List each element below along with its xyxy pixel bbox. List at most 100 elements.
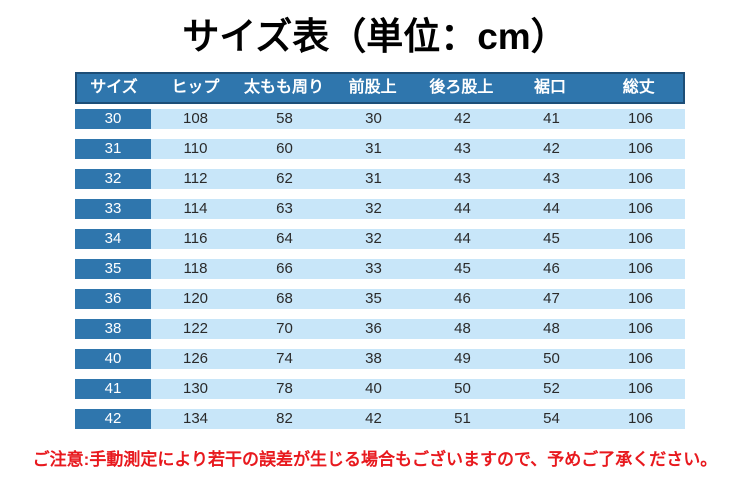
table-row: 42 134 82 42 51 54 106 xyxy=(75,409,685,429)
value-cell: 51 xyxy=(418,409,507,429)
value-cell: 52 xyxy=(507,379,596,399)
value-cell: 66 xyxy=(240,259,329,279)
value-cell: 62 xyxy=(240,169,329,189)
column-header: ヒップ xyxy=(171,79,220,96)
table-row: 34 116 64 32 44 45 106 xyxy=(75,229,685,249)
value-cell: 106 xyxy=(596,409,685,429)
column-header: 太もも周り xyxy=(244,79,325,96)
value-cell: 106 xyxy=(596,229,685,249)
column-header: 後ろ股上 xyxy=(429,79,494,96)
value-cell: 41 xyxy=(507,109,596,129)
value-cell: 42 xyxy=(507,139,596,159)
value-cell: 43 xyxy=(418,169,507,189)
size-cell: 36 xyxy=(75,289,151,309)
table-body: 30 108 58 30 42 41 106 31 110 60 31 43 42 106 32 112 62 3… xyxy=(75,109,685,429)
size-cell: 34 xyxy=(75,229,151,249)
value-cell: 32 xyxy=(329,229,418,249)
table-row: 40 126 74 38 49 50 106 xyxy=(75,349,685,369)
value-cell: 33 xyxy=(329,259,418,279)
value-cell: 122 xyxy=(151,319,240,339)
value-cell: 106 xyxy=(596,319,685,339)
value-cell: 44 xyxy=(418,199,507,219)
value-cell: 120 xyxy=(151,289,240,309)
value-cell: 43 xyxy=(507,169,596,189)
value-cell: 112 xyxy=(151,169,240,189)
column-header: 裾口 xyxy=(534,79,567,96)
value-cell: 48 xyxy=(507,319,596,339)
value-cell: 58 xyxy=(240,109,329,129)
value-cell: 108 xyxy=(151,109,240,129)
value-cell: 48 xyxy=(418,319,507,339)
value-cell: 110 xyxy=(151,139,240,159)
value-cell: 64 xyxy=(240,229,329,249)
value-cell: 74 xyxy=(240,349,329,369)
value-cell: 106 xyxy=(596,349,685,369)
value-cell: 134 xyxy=(151,409,240,429)
measurement-note: ご注意:手動測定により若干の誤差が生じる場合もございますので、予めご了承ください… xyxy=(32,450,718,469)
table-row: 35 118 66 33 45 46 106 xyxy=(75,259,685,279)
size-cell: 42 xyxy=(75,409,151,429)
value-cell: 106 xyxy=(596,169,685,189)
value-cell: 31 xyxy=(329,139,418,159)
value-cell: 40 xyxy=(329,379,418,399)
header-row: サイズ ヒップ 太もも周り 前股上 後ろ股上 裾口 総丈 xyxy=(75,72,685,104)
value-cell: 49 xyxy=(418,349,507,369)
value-cell: 63 xyxy=(240,199,329,219)
size-cell: 33 xyxy=(75,199,151,219)
value-cell: 78 xyxy=(240,379,329,399)
value-cell: 60 xyxy=(240,139,329,159)
table-row: 36 120 68 35 46 47 106 xyxy=(75,289,685,309)
value-cell: 31 xyxy=(329,169,418,189)
column-header: サイズ xyxy=(90,79,138,96)
page-title: サイズ表（単位：cm） xyxy=(182,16,568,57)
value-cell: 38 xyxy=(329,349,418,369)
value-cell: 82 xyxy=(240,409,329,429)
table-row: 38 122 70 36 48 48 106 xyxy=(75,319,685,339)
value-cell: 32 xyxy=(329,199,418,219)
value-cell: 106 xyxy=(596,259,685,279)
value-cell: 106 xyxy=(596,199,685,219)
table-row: 33 114 63 32 44 44 106 xyxy=(75,199,685,219)
value-cell: 46 xyxy=(418,289,507,309)
column-header: 総丈 xyxy=(622,79,655,96)
value-cell: 126 xyxy=(151,349,240,369)
value-cell: 50 xyxy=(418,379,507,399)
value-cell: 114 xyxy=(151,199,240,219)
value-cell: 116 xyxy=(151,229,240,249)
size-cell: 41 xyxy=(75,379,151,399)
table-row: 41 130 78 40 50 52 106 xyxy=(75,379,685,399)
value-cell: 106 xyxy=(596,289,685,309)
size-cell: 30 xyxy=(75,109,151,129)
value-cell: 54 xyxy=(507,409,596,429)
value-cell: 106 xyxy=(596,109,685,129)
table-row: 30 108 58 30 42 41 106 xyxy=(75,109,685,129)
value-cell: 118 xyxy=(151,259,240,279)
size-cell: 35 xyxy=(75,259,151,279)
value-cell: 42 xyxy=(329,409,418,429)
size-cell: 32 xyxy=(75,169,151,189)
value-cell: 42 xyxy=(418,109,507,129)
size-cell: 38 xyxy=(75,319,151,339)
value-cell: 43 xyxy=(418,139,507,159)
value-cell: 106 xyxy=(596,379,685,399)
value-cell: 45 xyxy=(418,259,507,279)
value-cell: 106 xyxy=(596,139,685,159)
size-cell: 31 xyxy=(75,139,151,159)
value-cell: 46 xyxy=(507,259,596,279)
column-header: 前股上 xyxy=(348,79,397,96)
value-cell: 130 xyxy=(151,379,240,399)
size-table: サイズ ヒップ 太もも周り 前股上 後ろ股上 裾口 総丈 30 108 58 30 42 41 106 3… xyxy=(75,72,685,429)
value-cell: 50 xyxy=(507,349,596,369)
value-cell: 36 xyxy=(329,319,418,339)
table-row: 31 110 60 31 43 42 106 xyxy=(75,139,685,159)
value-cell: 44 xyxy=(418,229,507,249)
value-cell: 44 xyxy=(507,199,596,219)
size-cell: 40 xyxy=(75,349,151,369)
value-cell: 30 xyxy=(329,109,418,129)
value-cell: 68 xyxy=(240,289,329,309)
value-cell: 70 xyxy=(240,319,329,339)
value-cell: 47 xyxy=(507,289,596,309)
value-cell: 35 xyxy=(329,289,418,309)
table-row: 32 112 62 31 43 43 106 xyxy=(75,169,685,189)
